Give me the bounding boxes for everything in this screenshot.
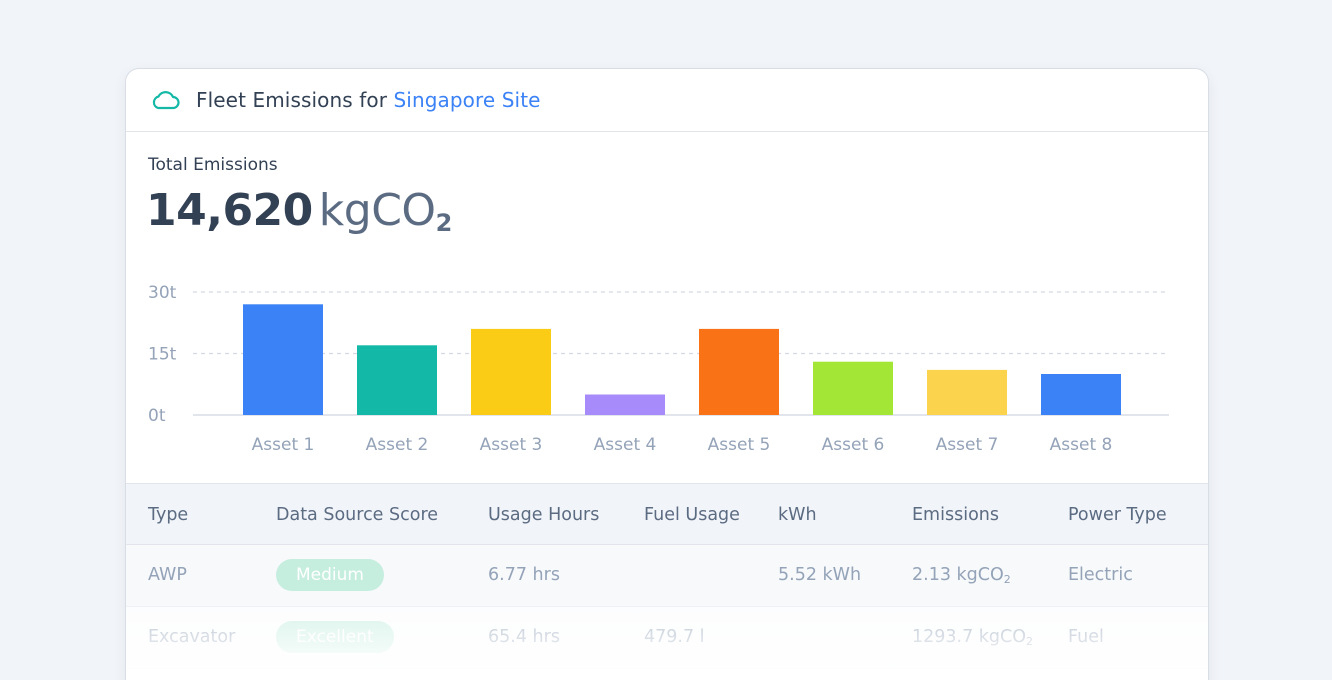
bar-asset-6[interactable] (813, 361, 893, 415)
bar-asset-8[interactable] (1041, 374, 1121, 415)
fleet-emissions-card: Fleet Emissions for Singapore Site Total… (125, 68, 1209, 680)
cell-power-type: Fuel (1068, 627, 1104, 647)
bar-asset-4[interactable] (585, 394, 665, 416)
cell-emissions: 1293.7 kgCO2 (912, 627, 1033, 652)
col-kwh[interactable]: kWh (778, 505, 817, 525)
x-tick-label: Asset 3 (480, 435, 543, 455)
x-tick-label: Asset 5 (708, 435, 771, 455)
assets-table: Type Data Source Score Usage Hours Fuel … (126, 483, 1208, 680)
x-tick-label: Asset 1 (252, 435, 315, 455)
col-fuel-usage[interactable]: Fuel Usage (644, 505, 740, 525)
emissions-bar-chart: 0t 15t 30t Asset 1 Asset 2 Asset 3 Asset 4 Asse… (126, 269, 1208, 469)
y-tick-label: 30t (148, 283, 177, 303)
cell-emissions-sub: 2 (1026, 635, 1034, 648)
bar-asset-3[interactable] (471, 328, 551, 415)
total-emissions-unit-text: kgCO (318, 185, 436, 236)
cell-emissions-value: 2.13 kgCO (912, 565, 1004, 585)
card-title: Fleet Emissions for Singapore Site (196, 88, 541, 112)
site-link[interactable]: Singapore Site (393, 88, 541, 112)
cell-kwh: 5.52 kWh (778, 565, 862, 585)
x-tick-label: Asset 2 (366, 435, 429, 455)
col-emissions[interactable]: Emissions (912, 505, 999, 525)
score-badge: Excellent (276, 621, 394, 653)
x-tick-label: Asset 6 (822, 435, 885, 455)
total-emissions-unit: kgCO2 (318, 185, 453, 237)
cloud-icon (152, 91, 180, 110)
cell-emissions-sub: 2 (1003, 573, 1011, 586)
bar-asset-1[interactable] (243, 304, 323, 415)
card-header: Fleet Emissions for Singapore Site (126, 69, 1208, 132)
bar-asset-2[interactable] (357, 345, 437, 415)
col-power-type[interactable]: Power Type (1068, 505, 1167, 525)
total-emissions-number: 14,620 (146, 185, 313, 236)
bar-asset-7[interactable] (927, 369, 1007, 415)
card-title-prefix: Fleet Emissions for (196, 88, 388, 112)
x-tick-label: Asset 7 (936, 435, 999, 455)
y-tick-label: 15t (148, 345, 177, 365)
score-badge: Medium (276, 559, 384, 591)
total-emissions-label: Total Emissions (148, 155, 278, 175)
col-data-source[interactable]: Data Source Score (276, 505, 439, 525)
col-usage-hours[interactable]: Usage Hours (488, 505, 600, 525)
total-emissions-value: 14,620 kgCO2 (146, 185, 452, 237)
x-tick-label: Asset 8 (1050, 435, 1113, 455)
cell-type: Excavator (148, 627, 236, 647)
cell-power-type: Electric (1068, 565, 1133, 585)
total-emissions-unit-sub: 2 (435, 209, 453, 237)
chart-svg: 0t 15t 30t Asset 1 Asset 2 Asset 3 Asset 4 Asse… (148, 283, 1169, 455)
col-type[interactable]: Type (148, 505, 189, 525)
bar-asset-5[interactable] (699, 328, 779, 415)
cell-type: AWP (148, 565, 187, 585)
table-header: Type Data Source Score Usage Hours Fuel … (126, 483, 1208, 545)
y-tick-label: 0t (148, 406, 166, 426)
cell-usage-hours: 65.4 hrs (488, 627, 560, 647)
cell-fuel-usage: 479.7 l (644, 627, 705, 647)
table-row[interactable]: AWP Medium 6.77 hrs 5.52 kWh 2.13 kgCO2 … (126, 545, 1208, 607)
cell-emissions: 2.13 kgCO2 (912, 565, 1011, 590)
x-tick-label: Asset 4 (594, 435, 657, 455)
table-row[interactable]: Excavator Excellent 65.4 hrs 479.7 l 129… (126, 607, 1208, 669)
cell-usage-hours: 6.77 hrs (488, 565, 560, 585)
cell-emissions-value: 1293.7 kgCO (912, 627, 1027, 647)
